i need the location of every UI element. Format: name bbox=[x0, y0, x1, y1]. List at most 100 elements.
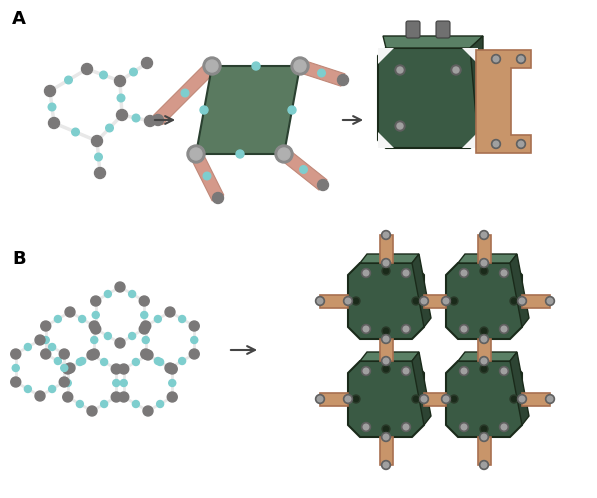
Circle shape bbox=[481, 232, 487, 238]
Circle shape bbox=[13, 365, 19, 372]
Polygon shape bbox=[510, 352, 529, 425]
Polygon shape bbox=[360, 352, 419, 361]
Circle shape bbox=[381, 258, 390, 267]
Circle shape bbox=[461, 270, 467, 276]
Circle shape bbox=[381, 335, 390, 344]
Polygon shape bbox=[320, 392, 348, 405]
Circle shape bbox=[500, 325, 509, 334]
Circle shape bbox=[143, 406, 153, 416]
Circle shape bbox=[167, 392, 177, 402]
Circle shape bbox=[128, 333, 136, 340]
Circle shape bbox=[187, 145, 205, 163]
Circle shape bbox=[481, 434, 487, 440]
Circle shape bbox=[189, 321, 199, 331]
Text: B: B bbox=[12, 250, 26, 268]
Circle shape bbox=[547, 396, 553, 402]
Circle shape bbox=[291, 57, 309, 75]
Circle shape bbox=[363, 424, 369, 430]
Circle shape bbox=[300, 166, 307, 173]
Circle shape bbox=[501, 270, 507, 276]
Polygon shape bbox=[298, 60, 345, 86]
Polygon shape bbox=[522, 392, 550, 405]
Circle shape bbox=[412, 395, 420, 403]
Circle shape bbox=[481, 358, 487, 364]
Circle shape bbox=[89, 321, 99, 331]
Circle shape bbox=[450, 395, 458, 403]
Circle shape bbox=[61, 365, 67, 372]
Circle shape bbox=[35, 335, 45, 345]
Circle shape bbox=[397, 123, 403, 129]
Circle shape bbox=[89, 349, 99, 359]
Circle shape bbox=[443, 396, 449, 402]
Circle shape bbox=[414, 396, 418, 401]
Circle shape bbox=[142, 337, 149, 344]
Circle shape bbox=[116, 110, 128, 121]
Circle shape bbox=[315, 394, 325, 403]
Circle shape bbox=[482, 268, 487, 273]
Circle shape bbox=[412, 297, 420, 305]
Circle shape bbox=[24, 385, 32, 392]
Polygon shape bbox=[378, 132, 394, 148]
Circle shape bbox=[156, 400, 164, 407]
Circle shape bbox=[141, 349, 151, 359]
Circle shape bbox=[383, 268, 389, 273]
Polygon shape bbox=[378, 48, 394, 64]
Circle shape bbox=[141, 57, 152, 69]
Circle shape bbox=[203, 172, 211, 180]
Circle shape bbox=[479, 258, 488, 267]
Circle shape bbox=[383, 367, 389, 372]
Circle shape bbox=[179, 358, 186, 365]
Circle shape bbox=[382, 267, 390, 275]
Circle shape bbox=[516, 139, 525, 148]
Circle shape bbox=[493, 141, 499, 147]
Polygon shape bbox=[510, 254, 529, 327]
Circle shape bbox=[54, 358, 61, 365]
Circle shape bbox=[206, 60, 218, 72]
Polygon shape bbox=[383, 36, 483, 48]
Circle shape bbox=[59, 349, 69, 359]
Circle shape bbox=[345, 396, 351, 402]
Circle shape bbox=[382, 327, 390, 335]
Circle shape bbox=[155, 316, 161, 323]
Circle shape bbox=[546, 394, 555, 403]
Polygon shape bbox=[412, 352, 431, 425]
Circle shape bbox=[91, 135, 103, 146]
Polygon shape bbox=[424, 392, 446, 405]
Circle shape bbox=[143, 350, 153, 360]
Circle shape bbox=[480, 327, 488, 335]
Circle shape bbox=[362, 422, 371, 431]
Circle shape bbox=[382, 425, 390, 433]
Circle shape bbox=[491, 139, 500, 148]
Circle shape bbox=[337, 75, 349, 86]
Circle shape bbox=[395, 121, 405, 131]
Polygon shape bbox=[153, 61, 217, 124]
Circle shape bbox=[181, 89, 189, 97]
Polygon shape bbox=[280, 149, 327, 190]
Circle shape bbox=[518, 56, 524, 62]
Circle shape bbox=[115, 282, 125, 292]
Circle shape bbox=[381, 357, 390, 366]
Circle shape bbox=[79, 316, 85, 323]
Circle shape bbox=[460, 422, 469, 431]
Text: A: A bbox=[12, 10, 26, 28]
Circle shape bbox=[353, 298, 359, 303]
Circle shape bbox=[381, 231, 390, 240]
Circle shape bbox=[402, 325, 411, 334]
Circle shape bbox=[480, 365, 488, 373]
Circle shape bbox=[41, 349, 51, 359]
Polygon shape bbox=[190, 151, 224, 201]
Circle shape bbox=[420, 394, 429, 403]
Circle shape bbox=[442, 394, 451, 403]
Polygon shape bbox=[380, 339, 392, 361]
Circle shape bbox=[479, 357, 488, 366]
Circle shape bbox=[48, 103, 56, 111]
Circle shape bbox=[395, 65, 405, 75]
Circle shape bbox=[167, 364, 177, 374]
Circle shape bbox=[318, 179, 328, 191]
Circle shape bbox=[501, 368, 507, 374]
Circle shape bbox=[420, 296, 429, 305]
Polygon shape bbox=[196, 66, 300, 154]
Circle shape bbox=[115, 76, 125, 87]
Polygon shape bbox=[348, 263, 424, 339]
Circle shape bbox=[518, 394, 527, 403]
